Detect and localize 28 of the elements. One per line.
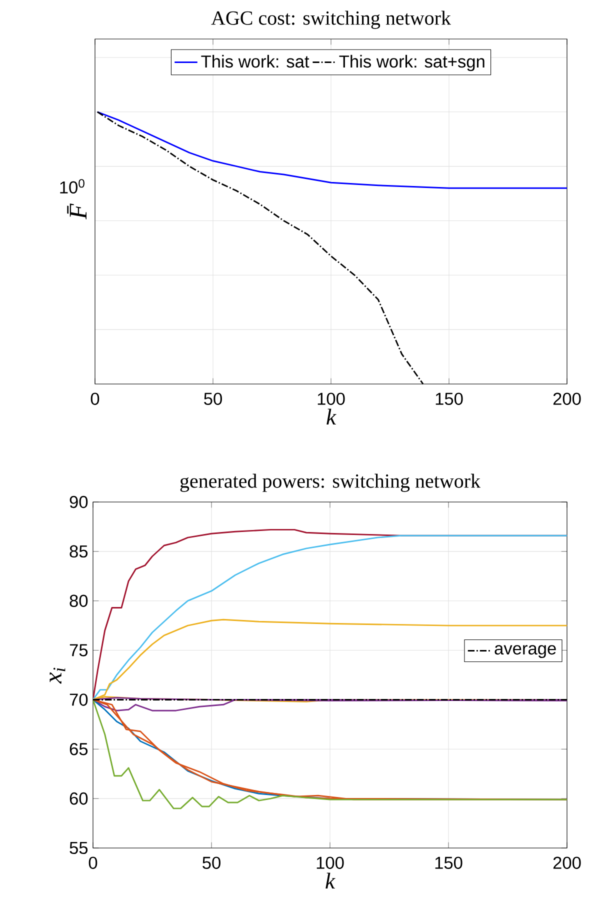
y-tick-label: 70 xyxy=(70,694,88,706)
y-tick-label: 55 xyxy=(70,842,88,854)
chart-title: generated powers: switching network xyxy=(180,474,481,492)
x-tick-label: 100 xyxy=(316,856,344,869)
x-tick-label: 200 xyxy=(553,856,581,869)
x-tick-label: 100 xyxy=(318,392,345,405)
x-tick-label: 0 xyxy=(88,856,98,869)
y-axis-title: F̄ xyxy=(67,204,86,220)
y-tick-label: 60 xyxy=(70,792,88,805)
x-tick-label: 150 xyxy=(436,392,463,405)
x-tick-label: 150 xyxy=(435,856,462,869)
y-axis-title: x$_{i}$ xyxy=(50,668,66,684)
x-tick-label: 50 xyxy=(204,392,222,405)
x-tick-label: 0 xyxy=(90,392,100,405)
x-axis-title: k xyxy=(326,872,336,889)
text: 10$^{0}$ xyxy=(60,179,84,194)
legend-label: average xyxy=(494,645,556,658)
y-tick-label: 85 xyxy=(70,545,88,558)
y-tick-label: 65 xyxy=(70,743,88,756)
chart-title: AGC cost: switching network xyxy=(211,10,451,29)
x-axis-title: k xyxy=(326,408,336,425)
legend-label: This work: sat+sgn xyxy=(339,54,484,72)
x-tick-label: 50 xyxy=(202,856,220,869)
y-tick-label: 80 xyxy=(70,594,88,607)
y-tick-label: 75 xyxy=(70,644,88,656)
legend-label: This work: sat xyxy=(201,54,310,68)
x-tick-label: 200 xyxy=(553,392,581,405)
y-tick-label: 90 xyxy=(70,496,88,508)
